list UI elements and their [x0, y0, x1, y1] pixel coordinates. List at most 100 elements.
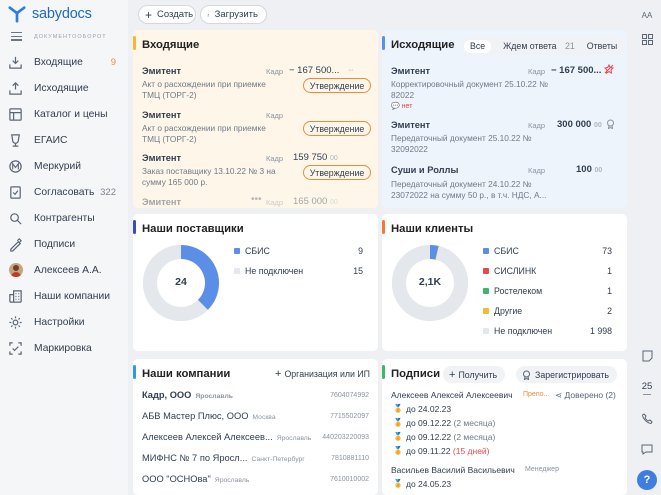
row-description: Передаточный документ 24.10.22 № 2307202…	[391, 179, 547, 200]
sidebar-item-contractors[interactable]: Контрагенты	[0, 206, 128, 230]
notes-icon[interactable]	[637, 346, 657, 366]
calendar-icon[interactable]: 25	[637, 378, 657, 398]
tab-waiting[interactable]: Ждем ответа 21	[503, 41, 575, 51]
phone-icon[interactable]	[637, 408, 657, 428]
company-inn: 7810881110	[331, 455, 369, 462]
company-name: Алексеев Алексей Алексеев... Ярославль	[142, 432, 312, 442]
help-icon[interactable]: ?	[637, 470, 657, 490]
sidebar-item-approve[interactable]: Согласовать 322	[0, 180, 128, 204]
donut-slice[interactable]	[180, 245, 219, 310]
legend-label: СБИС	[245, 246, 270, 256]
donut-total: 2,1K	[418, 276, 442, 288]
card-title[interactable]: Наши компании	[142, 368, 231, 380]
add-organization-button[interactable]: + Организация или ИП	[275, 368, 370, 380]
sidebar-item-mercury[interactable]: Меркурий	[0, 154, 128, 178]
donut-slice[interactable]	[143, 245, 208, 321]
card-title[interactable]: Подписи	[391, 368, 441, 380]
outbox-icon	[9, 81, 22, 95]
row-description: Передаточный документ 25.10.22 № 3209202…	[391, 133, 532, 154]
upload-button[interactable]: Загрузить	[200, 5, 267, 24]
legend-value: 1 998	[589, 326, 612, 336]
legend-swatch	[483, 328, 489, 334]
chat-icon[interactable]	[637, 439, 657, 459]
sidebar-item-outgoing[interactable]: Исходящие	[0, 76, 128, 100]
grid-view-icon[interactable]	[637, 29, 657, 49]
tab-answers[interactable]: Ответы	[586, 41, 618, 51]
row-meta: Кадр	[528, 121, 546, 130]
companies-icon	[9, 289, 22, 303]
create-button[interactable]: + Создать	[138, 5, 196, 24]
clients-card[interactable]: Наши клиенты 2,1K СБИС 73 СИСЛИНК 1 Ростелек…	[382, 214, 627, 351]
legend-swatch	[483, 308, 489, 314]
suppliers-donut-chart[interactable]	[142, 244, 220, 322]
row-meta: Кадр	[528, 67, 546, 76]
legend-item[interactable]: Другие	[483, 306, 522, 316]
card-accent	[133, 220, 136, 234]
legend-item[interactable]: СИСЛИНК	[483, 266, 536, 276]
menu-icon[interactable]	[11, 32, 22, 43]
suppliers-card[interactable]: Наши поставщики 24 СБИС 9 Не подключен 15	[133, 214, 378, 351]
row-description: Акт о расхождении при приемке ТМЦ (ТОРГ-…	[142, 123, 266, 144]
outgoing-filter-tabs[interactable]: Все Ждем ответа 21 Ответы	[462, 38, 626, 55]
font-size-toggle[interactable]: AA	[641, 10, 653, 20]
more-icon[interactable]: •••	[251, 194, 262, 205]
incoming-card[interactable]: Входящие Эмитент Кадр − 167 500... ⇔ Акт…	[133, 30, 378, 208]
sidebar-item-label: Каталог и цены	[34, 108, 108, 120]
row-description: Заказ поставщику 13.10.22 № 3 на сумму 1…	[142, 166, 276, 187]
approval-button[interactable]: Утверждение	[303, 78, 371, 93]
sidebar-item-incoming[interactable]: Входящие 9	[0, 50, 128, 74]
legend-item[interactable]: СБИС	[234, 246, 270, 256]
sidebar: sabydocs ДОКУМЕНТООБОРОТ Входящие 9 Исхо…	[0, 0, 128, 495]
outgoing-card[interactable]: Исходящие Все Ждем ответа 21 Ответы Эмит…	[382, 30, 627, 208]
certificate-icon	[523, 370, 530, 380]
sidebar-item-companies[interactable]: Наши компании	[0, 284, 128, 308]
legend-item[interactable]: Не подключен	[234, 266, 303, 276]
card-accent	[382, 220, 385, 234]
tab-all[interactable]: Все	[464, 40, 492, 53]
sidebar-item-catalog[interactable]: Каталог и цены	[0, 102, 128, 126]
row-name: Эмитент	[142, 110, 182, 120]
get-signature-button[interactable]: + Получить	[443, 366, 506, 383]
card-title[interactable]: Наши поставщики	[142, 223, 244, 235]
glass-icon	[11, 133, 20, 147]
companies-card[interactable]: Наши компании + Организация или ИП Кадр, …	[133, 359, 378, 495]
register-signature-button[interactable]: Зарегистрировать	[516, 366, 618, 383]
row-amount: 300 000 00	[557, 119, 602, 130]
card-title[interactable]: Исходящие	[391, 39, 455, 51]
saby-logo-icon	[8, 6, 26, 23]
donut-slice[interactable]	[392, 245, 468, 321]
card-accent	[382, 365, 385, 379]
row-name: Суши и Роллы	[391, 165, 459, 175]
avatar	[9, 263, 23, 277]
sidebar-item-egais[interactable]: ЕГАИС	[0, 128, 128, 152]
trusted-badge[interactable]: ⋖ Доверено (2)	[555, 390, 616, 400]
sidebar-item-label: Исходящие	[34, 82, 89, 94]
signatures-card[interactable]: Подписи + Получить Зарегистрировать Алекс…	[382, 359, 627, 495]
mercury-icon	[9, 159, 22, 173]
clients-donut-chart[interactable]	[391, 244, 469, 322]
right-rail: AA 25 ?	[633, 0, 661, 495]
company-name: МИФНС № 7 по Яросл... Санкт-Петербург	[142, 453, 305, 463]
card-title[interactable]: Входящие	[142, 39, 200, 51]
legend-label: Другие	[494, 306, 523, 316]
legend-item[interactable]: СБИС	[483, 246, 519, 256]
legend-item[interactable]: Не подключен	[483, 326, 552, 336]
contractors-icon	[10, 212, 22, 225]
legend-item[interactable]: Ростелеком	[483, 286, 542, 296]
logo[interactable]: sabydocs	[8, 5, 92, 23]
card-title[interactable]: Наши клиенты	[391, 223, 474, 235]
certificate-icon: 🏅	[393, 418, 403, 427]
row-amount: 159 750 00	[293, 152, 338, 163]
sidebar-item-settings[interactable]: Настройки	[0, 310, 128, 334]
row-meta: Кадр	[266, 111, 284, 120]
certificate-icon	[607, 119, 614, 129]
legend-label: Не подключен	[494, 326, 553, 336]
approval-button[interactable]: Утверждение	[303, 121, 371, 136]
approval-button[interactable]: Утверждение	[303, 165, 371, 180]
sidebar-item-signatures[interactable]: Подписи	[0, 232, 128, 256]
marking-icon	[9, 341, 22, 355]
donut-slice[interactable]	[429, 245, 439, 260]
legend-label: СИСЛИНК	[494, 266, 537, 276]
sidebar-item-profile[interactable]: Алексеев А.А.	[0, 258, 128, 282]
sidebar-item-marking[interactable]: Маркировка	[0, 336, 128, 360]
